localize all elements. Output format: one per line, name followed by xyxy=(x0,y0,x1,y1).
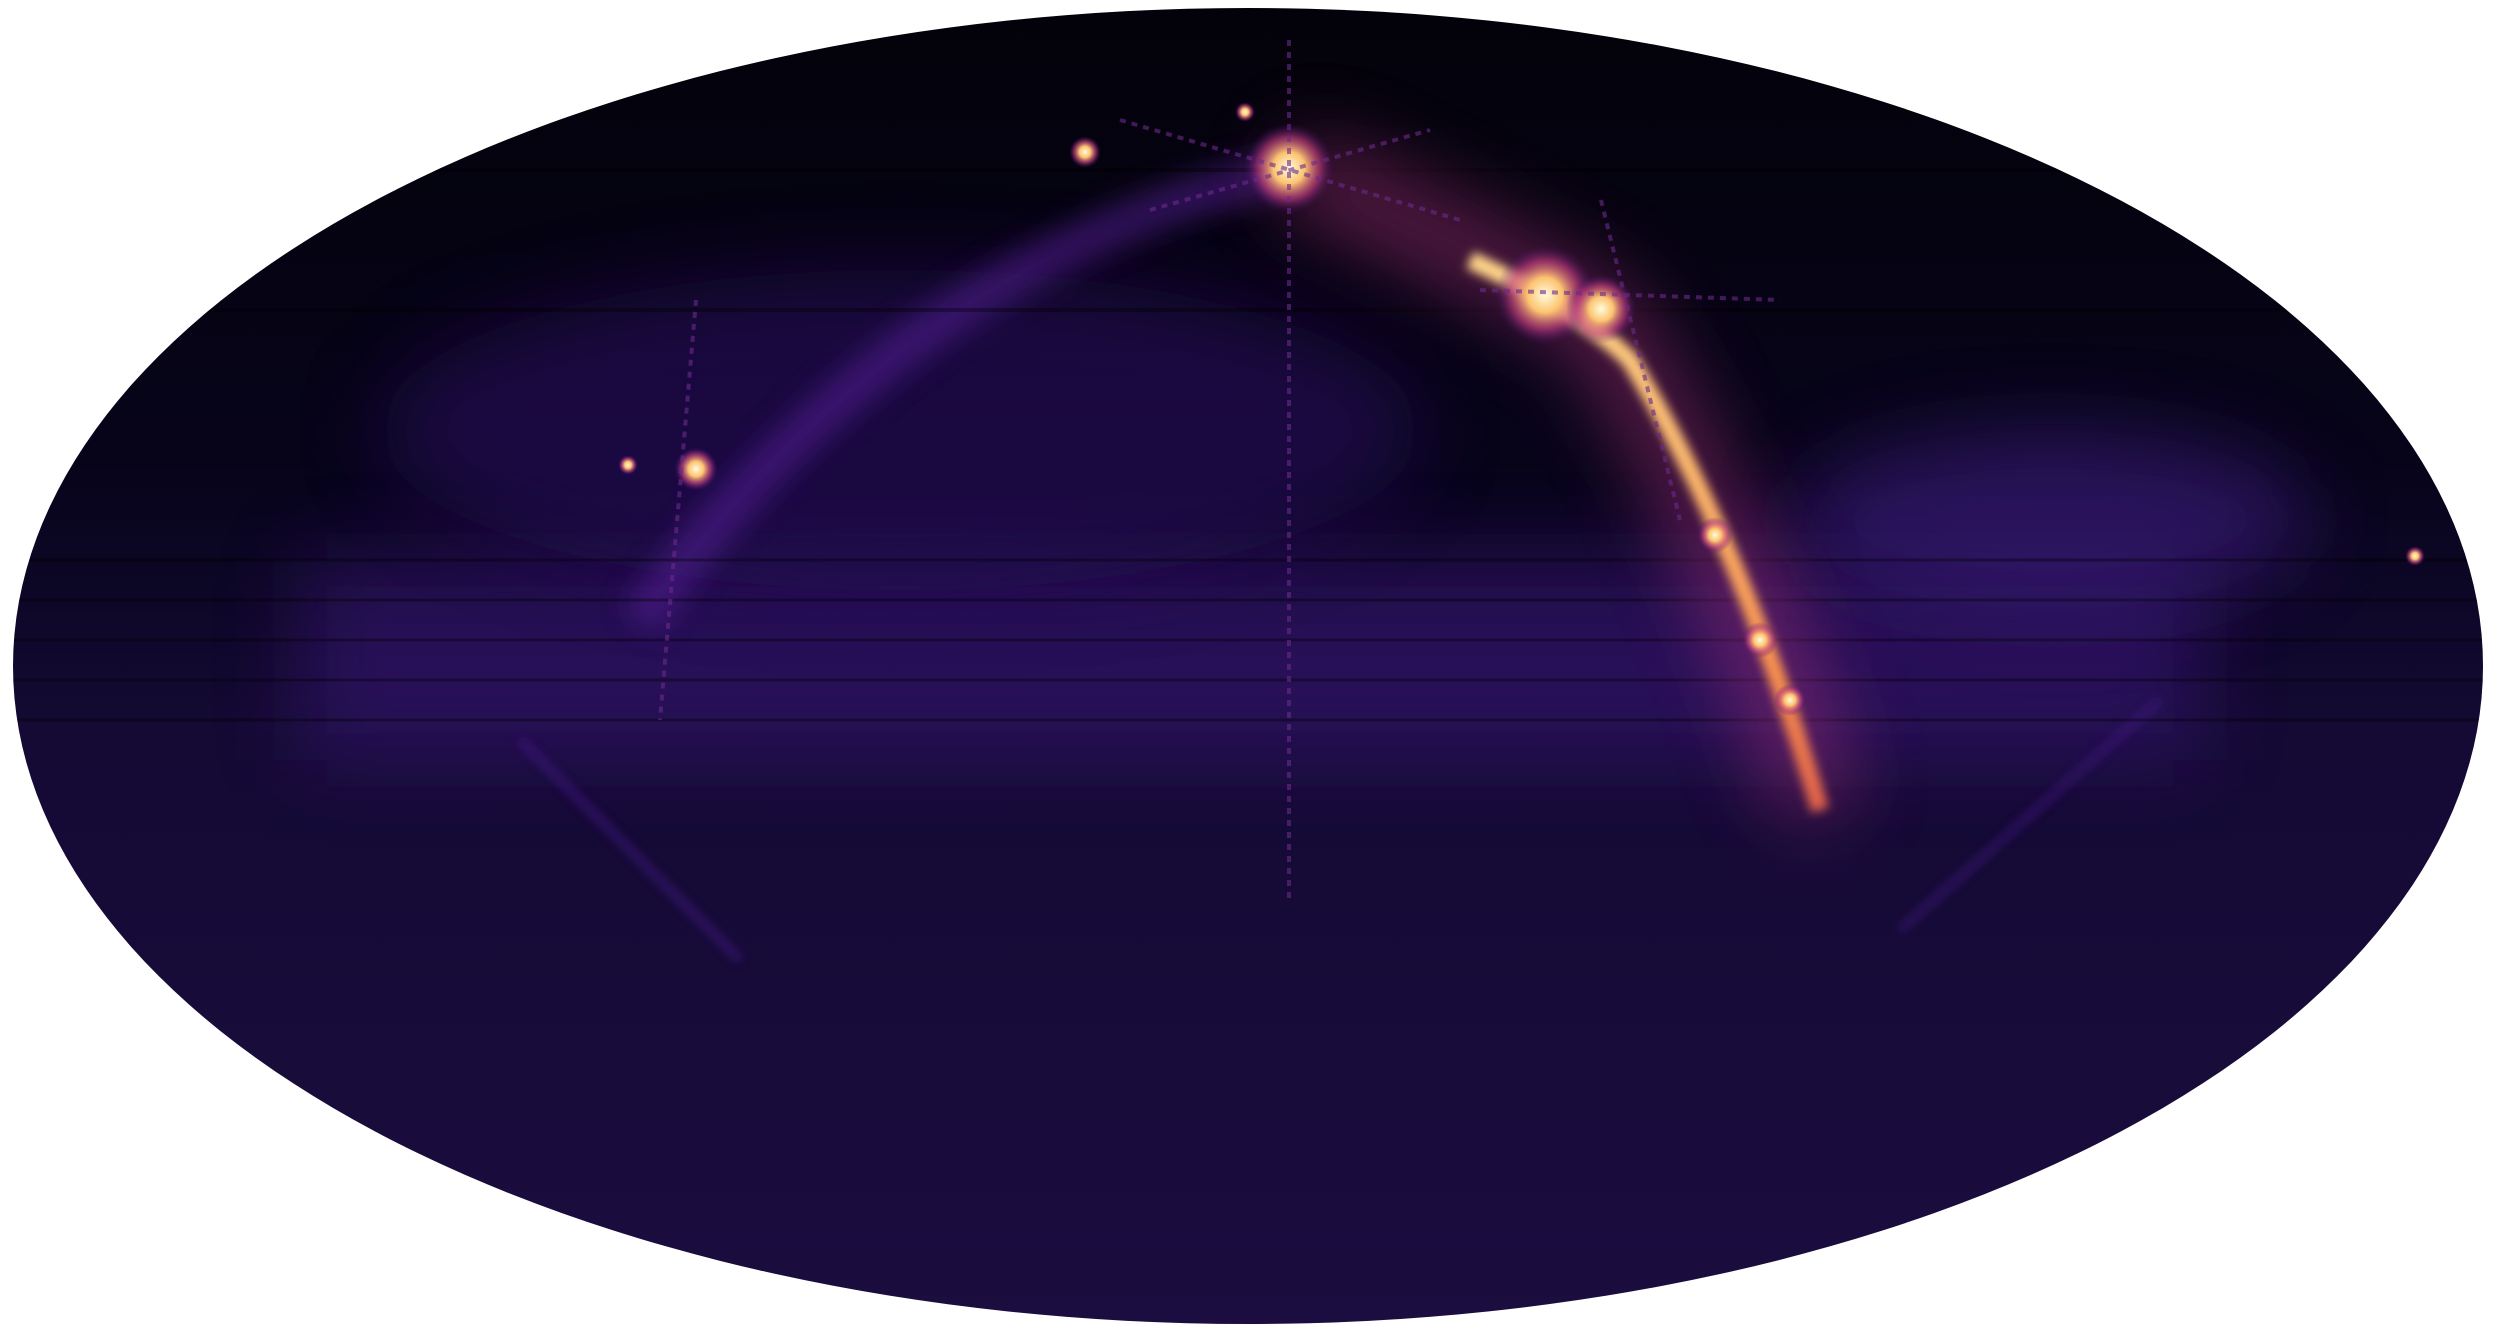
point-source xyxy=(1774,684,1806,716)
point-source xyxy=(2405,546,2425,566)
faint-streak xyxy=(517,737,743,963)
point-source xyxy=(1697,517,1733,553)
point-source xyxy=(618,455,638,475)
point-source xyxy=(1235,102,1255,122)
diffuse-glow xyxy=(380,270,1420,590)
point-source xyxy=(1566,274,1636,344)
point-source xyxy=(1742,622,1778,658)
diffuse-glow xyxy=(1790,430,2310,610)
source-spokes xyxy=(658,40,1781,900)
point-source xyxy=(674,447,718,491)
point-source xyxy=(1069,136,1101,168)
faint-arc xyxy=(623,150,1295,632)
faint-streak xyxy=(1898,697,2162,933)
point-source xyxy=(1244,123,1334,213)
diffuse-band xyxy=(300,560,2200,760)
